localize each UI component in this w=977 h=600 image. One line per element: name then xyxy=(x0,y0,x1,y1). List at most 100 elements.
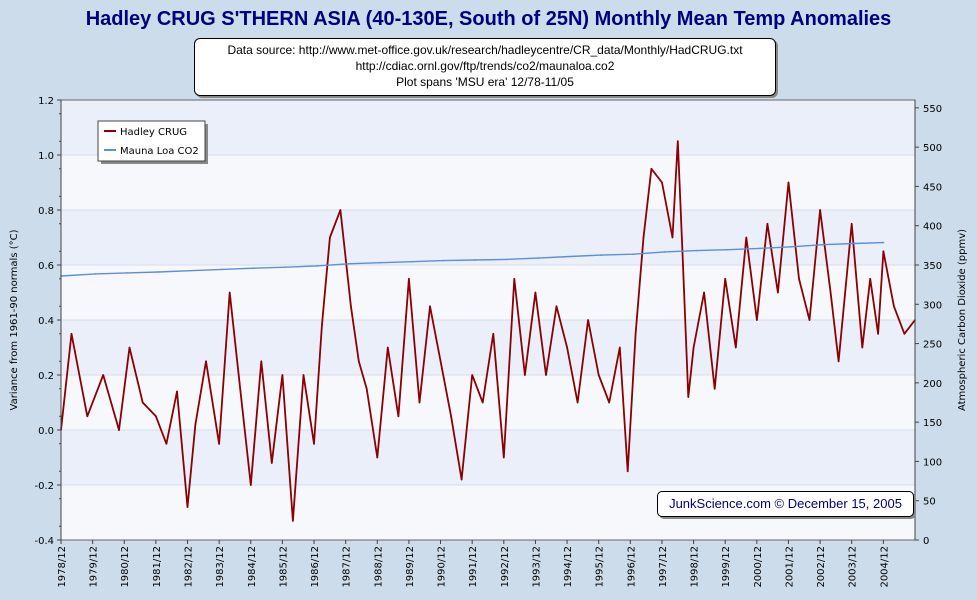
x-axis-tick-label: 2004/12 xyxy=(879,546,890,588)
left-axis-tick-label: 0.4 xyxy=(38,316,54,327)
credit-text: JunkScience.com © December 15, 2005 xyxy=(669,496,902,511)
data-point-hadley xyxy=(321,324,323,327)
left-axis-tick-label: 0.2 xyxy=(38,371,54,382)
right-axis-tick-label: 400 xyxy=(923,222,942,233)
data-point-mauna-loa xyxy=(157,271,160,273)
data-point-hadley xyxy=(787,181,790,184)
data-point-hadley xyxy=(271,462,273,464)
data-point-mauna-loa xyxy=(315,265,318,267)
x-axis-tick-label: 2000/12 xyxy=(753,546,764,588)
data-point-mauna-loa xyxy=(882,241,885,244)
credit-box: JunkScience.com © December 15, 2005 xyxy=(657,491,914,517)
data-point-mauna-loa xyxy=(600,254,603,256)
x-axis-tick-label: 1993/12 xyxy=(531,546,542,588)
x-axis-tick-label: 1981/12 xyxy=(152,546,163,588)
x-axis-tick-label: 1987/12 xyxy=(342,546,353,588)
x-axis-tick-label: 1986/12 xyxy=(310,546,321,588)
data-point-hadley xyxy=(808,319,811,321)
data-point-hadley xyxy=(70,333,73,335)
data-point-mauna-loa xyxy=(821,243,824,246)
data-point-hadley xyxy=(460,478,463,481)
data-point-mauna-loa xyxy=(790,246,792,248)
data-point-mauna-loa xyxy=(410,260,413,263)
data-point-hadley xyxy=(228,291,231,294)
plot-band xyxy=(61,430,915,485)
data-point-hadley xyxy=(566,346,568,349)
left-axis-tick-label: 0.0 xyxy=(38,426,54,437)
left-axis-tick-label: 1.2 xyxy=(38,96,54,107)
plot-band xyxy=(61,265,915,320)
data-point-mauna-loa xyxy=(727,248,729,251)
right-axis-tick-label: 550 xyxy=(923,104,942,115)
data-point-mauna-loa xyxy=(442,259,445,262)
x-axis-tick-label: 1994/12 xyxy=(563,546,574,588)
data-point-hadley xyxy=(439,360,442,363)
data-point-hadley xyxy=(387,346,389,349)
data-point-hadley xyxy=(524,374,526,376)
data-point-mauna-loa xyxy=(94,273,97,275)
x-axis-tick-label: 1988/12 xyxy=(373,546,384,588)
data-point-mauna-loa xyxy=(758,247,761,250)
data-point-hadley xyxy=(766,223,769,225)
right-axis-tick-label: 200 xyxy=(923,379,942,390)
x-axis-tick-label: 1978/12 xyxy=(57,546,68,588)
x-axis-tick-label: 1984/12 xyxy=(247,546,258,588)
data-point-hadley xyxy=(682,264,684,266)
left-axis-tick-label: 1.0 xyxy=(38,151,54,162)
data-point-hadley xyxy=(141,401,144,404)
data-point-hadley xyxy=(861,346,864,349)
data-point-hadley xyxy=(903,333,906,335)
plot-band xyxy=(61,375,915,430)
data-point-hadley xyxy=(194,423,197,426)
data-point-mauna-loa xyxy=(537,257,539,259)
data-point-mauna-loa xyxy=(474,259,476,261)
data-point-mauna-loa xyxy=(126,272,128,274)
data-point-hadley xyxy=(713,388,716,390)
data-point-hadley xyxy=(492,333,495,335)
data-point-hadley xyxy=(176,390,178,393)
data-point-hadley xyxy=(218,443,220,445)
data-point-mauna-loa xyxy=(221,268,223,271)
data-point-hadley xyxy=(850,223,853,225)
left-axis-tick-label: -0.4 xyxy=(34,536,54,547)
right-axis-tick-label: 50 xyxy=(923,497,936,508)
data-point-hadley xyxy=(703,291,705,294)
data-point-hadley xyxy=(597,374,600,376)
legend-label-mauna-loa: Mauna Loa CO2 xyxy=(120,146,199,157)
data-point-hadley xyxy=(777,291,779,294)
legend: Hadley CRUG Mauna Loa CO2 xyxy=(97,120,208,164)
data-point-hadley xyxy=(756,319,758,321)
data-point-hadley xyxy=(798,278,800,280)
data-point-mauna-loa xyxy=(853,242,856,245)
data-point-hadley xyxy=(671,236,674,239)
left-axis-tick-label: 0.8 xyxy=(38,206,54,217)
data-point-hadley xyxy=(102,374,104,376)
x-axis-tick-label: 1999/12 xyxy=(721,546,732,588)
data-source-box: Data source: http://www.met-office.gov.u… xyxy=(194,38,776,96)
source-line-2: http://cdiac.ornl.gov/ftp/trends/co2/mau… xyxy=(355,59,615,73)
data-point-hadley xyxy=(450,415,452,418)
right-axis-tick-label: 100 xyxy=(923,457,942,468)
data-point-hadley xyxy=(186,506,189,508)
data-point-hadley xyxy=(339,209,342,211)
data-point-mauna-loa xyxy=(632,253,634,255)
right-axis-tick-label: 350 xyxy=(923,261,942,272)
data-point-mauna-loa xyxy=(505,258,508,261)
data-point-mauna-loa xyxy=(695,249,697,252)
right-axis-tick-label: 500 xyxy=(923,143,942,154)
left-axis: 1.2 1.0 0.8 0.6 0.4 0.2 0.0 -0.2 -0.4 xyxy=(34,96,62,547)
data-point-hadley xyxy=(534,291,537,294)
x-axis-tick-label: 1992/12 xyxy=(500,546,511,588)
x-axis-tick-label: 1998/12 xyxy=(690,546,701,588)
x-axis-tick-label: 1980/12 xyxy=(120,546,131,588)
data-point-hadley xyxy=(239,388,241,390)
chart-title: Hadley CRUG S'THERN ASIA (40-130E, South… xyxy=(85,8,892,30)
right-axis-tick-label: 450 xyxy=(923,182,942,193)
data-point-hadley xyxy=(724,278,726,280)
data-point-mauna-loa xyxy=(284,266,286,269)
data-point-hadley xyxy=(687,396,690,398)
data-point-hadley xyxy=(418,401,421,404)
right-axis-tick-label: 300 xyxy=(923,300,942,311)
data-point-hadley xyxy=(292,520,294,522)
